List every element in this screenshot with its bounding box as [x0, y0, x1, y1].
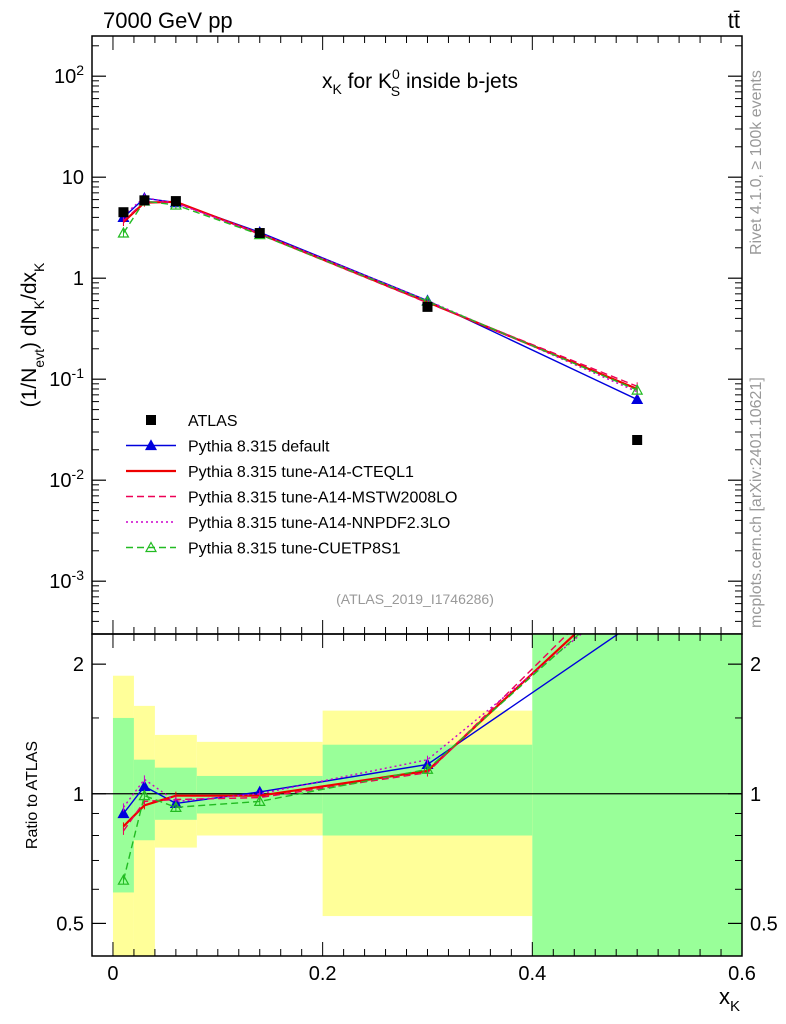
atlas-point-0	[118, 207, 129, 218]
main-ytick-label-5: 102	[54, 62, 84, 88]
atlas-point-3	[254, 228, 265, 239]
analysis-id: (ATLAS_2019_I1746286)	[336, 591, 494, 607]
ratio-marker-0-0	[117, 807, 130, 819]
ratio-marker-4-2	[169, 801, 182, 812]
main-series-line-0	[123, 197, 638, 401]
main-ytick-label-0: 10-3	[49, 567, 84, 593]
ratio-series-line-3	[122, 634, 583, 808]
main-series-2	[122, 197, 638, 391]
ratio-ytick-label-0: 0.5	[56, 913, 84, 935]
ratio-series-line-4	[122, 634, 581, 881]
ratio-marker-4-1	[138, 789, 151, 801]
legend-marker-0	[144, 439, 158, 451]
ratio-panel: 0.5 0.5 1 1 2 2 0 0.2 0.4 0.6 Ratio to ATLAS xK	[24, 577, 778, 1015]
atlas-point-2	[170, 196, 181, 207]
legend-marker-4	[144, 541, 158, 553]
ratio-ytick-label-r-1: 1	[750, 784, 761, 806]
ratio-marker-4-3	[253, 795, 266, 807]
main-marker-4-5	[631, 383, 644, 395]
main-marker-4-0	[117, 226, 130, 238]
main-ytick-label-2: 10-1	[49, 365, 84, 391]
legend-label-1: Pythia 8.315 tune-A14-CTEQL1	[188, 464, 414, 481]
atlas-point-1	[139, 195, 150, 206]
ratio-xtick-label-1: 0.2	[309, 963, 337, 985]
main-ytick-label-1: 10-2	[49, 466, 84, 492]
ratio-marker-4-5	[632, 577, 642, 586]
ratio-ytick-label-2: 2	[73, 654, 84, 676]
atlas-point-5	[632, 434, 643, 445]
ratio-xtick-label-2: 0.4	[518, 963, 546, 985]
atlas-point-4	[422, 301, 433, 312]
main-y-axis-label: (1/Nevt) dNK/dxK	[18, 262, 47, 407]
stat-band-5	[532, 634, 742, 956]
energy-label: 7000 GeV pp	[103, 8, 233, 33]
x-axis-label: xK	[719, 984, 740, 1015]
plot-title: xK for K0 S inside b-jets	[322, 66, 518, 99]
ratio-frame	[91, 633, 743, 957]
ratio-axes: 0.5 0.5 1 1 2 2 0 0.2 0.4 0.6	[56, 634, 778, 985]
legend-label-0: Pythia 8.315 default	[188, 439, 330, 456]
main-axes: 10-3 10-2 10-1 1 10 102	[49, 36, 743, 635]
atlas-data-points	[118, 195, 643, 445]
main-series-layer	[117, 191, 644, 405]
ratio-series-layer	[117, 577, 642, 885]
legend-label-2: Pythia 8.315 tune-A14-MSTW2008LO	[188, 490, 457, 507]
ratio-xtick-label-0: 0	[107, 963, 118, 985]
legend-atlas-label: ATLAS	[188, 413, 238, 430]
legend-label-4: Pythia 8.315 tune-CUETP8S1	[188, 541, 401, 558]
ratio-ytick-label-r-2: 2	[750, 654, 761, 676]
ratio-uncertainty-bands	[112, 634, 742, 956]
main-series-line-2	[123, 201, 638, 387]
ratio-series-4	[117, 577, 642, 885]
ratio-marker-4-4	[421, 763, 434, 774]
legend: ATLAS Pythia 8.315 default Pythia 8.315 tu…	[126, 413, 457, 558]
ratio-xtick-label-3: 0.6	[728, 963, 756, 985]
main-series-line-4	[122, 200, 638, 391]
ratio-y-axis-label: Ratio to ATLAS	[24, 741, 41, 849]
main-ytick-label-3: 1	[73, 268, 84, 290]
ratio-marker-4-0	[117, 873, 130, 885]
legend-atlas-marker	[146, 415, 156, 425]
rivet-version-note: Rivet 4.1.0, ≥ 100k events	[748, 70, 765, 255]
legend-label-3: Pythia 8.315 tune-A14-NNPDF2.3LO	[188, 515, 450, 532]
mcplots-note: mcplots.cern.ch [arXiv:2401.10621]	[748, 377, 765, 628]
main-series-3	[122, 193, 638, 396]
main-marker-0-5	[631, 393, 644, 405]
ratio-ytick-label-r-0: 0.5	[750, 913, 778, 935]
main-panel: 10-3 10-2 10-1 1 10 102 (1/Nevt) dNK/dxK	[18, 35, 743, 635]
main-series-line-1	[122, 200, 638, 391]
ratio-ytick-label-1: 1	[73, 784, 84, 806]
ratio-marker-0-5	[632, 616, 642, 625]
main-series-0	[117, 191, 644, 405]
process-label: tt̄	[728, 8, 740, 33]
main-ytick-label-4: 10	[62, 167, 84, 189]
